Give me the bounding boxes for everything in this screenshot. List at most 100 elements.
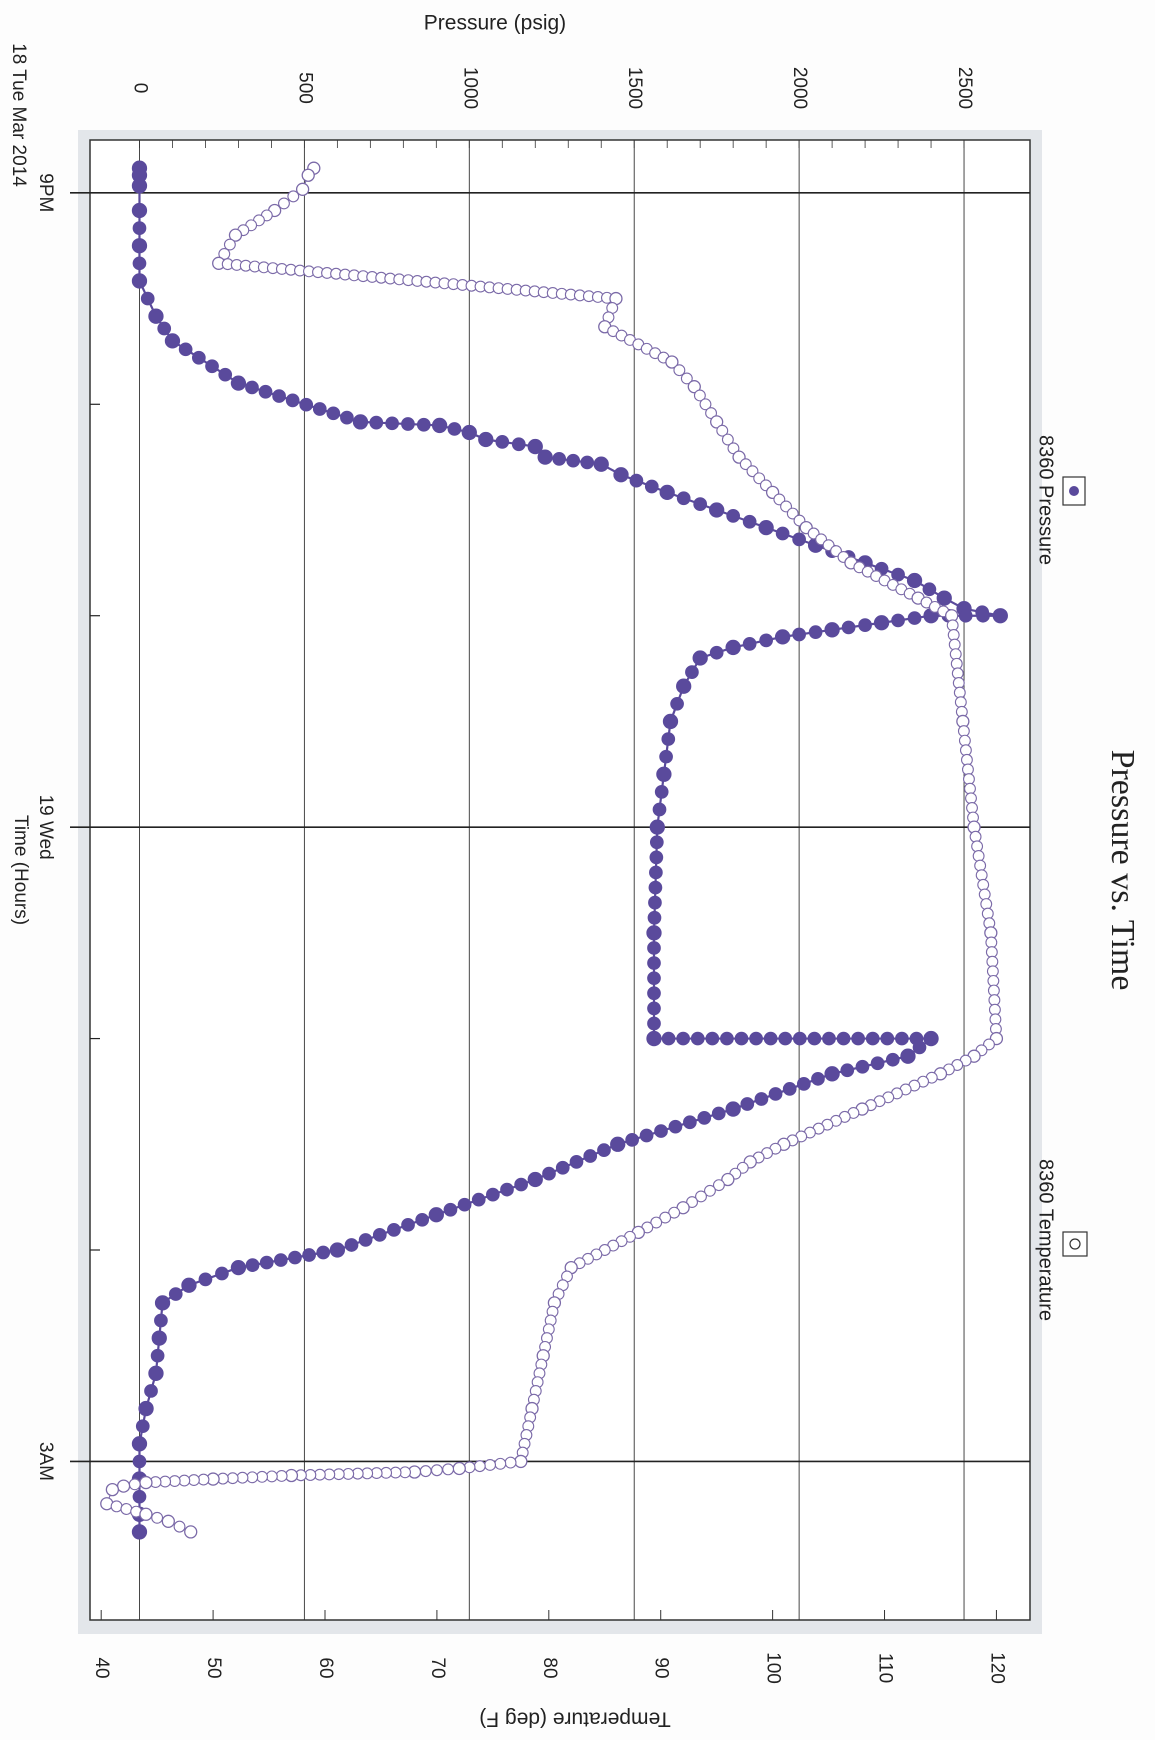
temperature-point xyxy=(980,898,993,910)
temperature-point xyxy=(442,1463,455,1476)
temperature-point xyxy=(105,1482,120,1497)
pressure-point xyxy=(851,1031,865,1046)
pressure-point xyxy=(654,1124,668,1138)
legend-pressure-marker xyxy=(1069,486,1079,496)
pressure-point xyxy=(644,479,659,494)
pressure-point xyxy=(552,452,567,466)
pressure-point xyxy=(697,1111,712,1125)
pressure-point xyxy=(135,1419,150,1434)
pressure-point xyxy=(358,1233,373,1247)
temperature-point xyxy=(139,1507,153,1521)
pressure-point xyxy=(514,1177,528,1192)
pressure-point xyxy=(288,1250,302,1265)
pressure-point xyxy=(725,639,741,656)
temperature-point xyxy=(223,238,236,251)
pressure-point xyxy=(807,1031,822,1046)
pressure-point xyxy=(792,627,806,642)
pressure-point xyxy=(900,1048,916,1064)
pressure-point xyxy=(218,367,233,382)
pressure-point xyxy=(742,637,757,651)
pressure-point xyxy=(880,1031,895,1046)
pressure-point xyxy=(140,291,155,306)
pressure-point xyxy=(895,1031,909,1046)
temperature-point xyxy=(721,1172,735,1187)
pressure-point xyxy=(647,941,661,955)
pressure-point xyxy=(259,1255,274,1270)
temperature-point xyxy=(473,1460,486,1473)
temperature-point xyxy=(975,869,988,882)
pressure-point xyxy=(705,1031,720,1046)
pressure-point xyxy=(131,202,148,219)
pressure-point xyxy=(144,1384,158,1398)
temperature-point xyxy=(687,380,701,394)
pressure-point xyxy=(720,1031,734,1046)
pressure-point xyxy=(647,910,662,925)
pressure-point xyxy=(646,925,662,941)
pressure-point xyxy=(907,611,922,625)
pressure-point xyxy=(822,1031,836,1046)
pressure-point xyxy=(885,1052,900,1067)
temperature-point xyxy=(173,1520,186,1533)
temperature-point xyxy=(650,1216,663,1229)
pressure-point xyxy=(613,467,629,483)
temperature-tick-label: 120 xyxy=(986,1652,1007,1684)
pressure-point xyxy=(865,1031,880,1046)
pressure-point xyxy=(537,449,553,465)
pressure-point xyxy=(676,1031,691,1046)
pressure-point xyxy=(808,625,823,640)
pressure-point xyxy=(385,416,399,431)
pressure-tick-label: 2000 xyxy=(789,67,810,109)
temperature-point xyxy=(977,878,990,891)
pressure-point xyxy=(775,526,790,541)
pressure-point xyxy=(511,437,526,452)
temperature-point xyxy=(295,182,310,196)
temperature-point xyxy=(110,1500,123,1513)
temperature-point xyxy=(419,1465,432,1478)
pressure-point xyxy=(891,567,905,582)
pressure-point xyxy=(372,1228,387,1242)
pressure-point xyxy=(725,1101,741,1117)
pressure-point xyxy=(649,835,664,850)
pressure-point xyxy=(597,1143,611,1158)
temperature-point xyxy=(275,1470,288,1482)
temperature-point xyxy=(116,1479,131,1493)
pressure-point xyxy=(471,1192,486,1207)
pressure-point xyxy=(670,696,684,711)
pressure-point xyxy=(369,415,384,430)
pressure-point xyxy=(387,1223,401,1237)
pressure-point xyxy=(191,350,206,365)
temperature-point xyxy=(301,168,315,182)
pressure-point xyxy=(649,850,664,865)
pressure-point xyxy=(836,1031,851,1046)
pressure-point xyxy=(661,732,676,746)
pressure-point xyxy=(740,1097,755,1111)
pressure-point xyxy=(649,865,663,880)
temperature-tick-label: 100 xyxy=(763,1652,784,1684)
temperature-point xyxy=(246,1471,259,1484)
pressure-point xyxy=(148,308,164,324)
temperature-tick-label: 70 xyxy=(427,1657,448,1678)
pressure-point xyxy=(312,402,327,416)
pressure-point xyxy=(258,384,273,399)
pressure-point xyxy=(647,1016,661,1031)
pressure-point xyxy=(131,1524,148,1540)
temperature-point xyxy=(287,190,300,203)
pressure-point xyxy=(132,256,147,271)
pressure-point xyxy=(542,1166,556,1181)
pressure-point xyxy=(157,321,172,336)
pressure-point xyxy=(647,956,661,970)
pressure-point xyxy=(855,1059,870,1074)
pressure-point xyxy=(891,613,905,628)
legend-pressure-label: 8360 Pressure xyxy=(1035,435,1057,565)
pressure-point xyxy=(461,424,477,441)
temperature-point xyxy=(716,424,729,437)
pressure-point xyxy=(198,1272,213,1287)
pressure-point xyxy=(976,608,990,623)
pressure-point xyxy=(230,375,247,391)
temperature-point xyxy=(265,1470,278,1483)
pressure-point xyxy=(131,238,148,254)
pressure-point xyxy=(647,971,661,986)
temperature-point xyxy=(971,840,984,853)
temperature-point xyxy=(974,859,987,872)
